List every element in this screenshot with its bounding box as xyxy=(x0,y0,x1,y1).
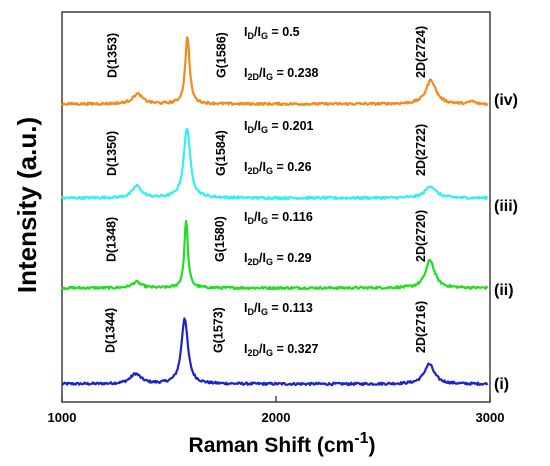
ratio-2d-g: I2D/IG = 0.29 xyxy=(244,251,312,267)
series-label: (iii) xyxy=(494,198,518,215)
peak-label: 2D(2722) xyxy=(414,124,428,176)
series-label: (i) xyxy=(494,376,509,393)
spectra xyxy=(60,36,489,387)
peak-label: D(1344) xyxy=(104,308,118,353)
spectrum-3 xyxy=(61,127,489,201)
y-axis-label: Intensity (a.u.) xyxy=(12,117,42,293)
peak-label: G(1586) xyxy=(214,32,228,78)
ratio-d-g: ID/IG = 0.113 xyxy=(244,301,313,317)
peak-label: G(1584) xyxy=(214,130,228,176)
x-axis-label: Raman Shift (cm-1) xyxy=(189,430,376,457)
peak-label: D(1350) xyxy=(105,131,119,176)
x-tick-label: 2000 xyxy=(262,410,291,425)
x-tick-label: 3000 xyxy=(476,410,505,425)
peak-label: 2D(2724) xyxy=(414,26,428,78)
ratio-2d-g: I2D/IG = 0.26 xyxy=(244,160,312,176)
peak-label: 2D(2716) xyxy=(414,301,428,353)
ratio-2d-g: I2D/IG = 0.238 xyxy=(244,66,319,82)
peak-label: G(1573) xyxy=(212,307,226,353)
axes: 1000 2000 3000 Raman Shift (cm-1) Intensity … xyxy=(12,117,504,457)
ratio-d-g: ID/IG = 0.201 xyxy=(244,119,314,135)
peak-label: G(1580) xyxy=(213,216,227,262)
series-label: (iv) xyxy=(494,92,518,109)
spectrum-2 xyxy=(60,219,489,291)
peak-label: 2D(2720) xyxy=(414,210,428,262)
spectrum-4 xyxy=(61,36,489,107)
peak-label: D(1348) xyxy=(104,217,118,262)
ratio-2d-g: I2D/IG = 0.327 xyxy=(244,342,319,358)
peak-label: D(1353) xyxy=(106,33,120,78)
ratio-d-g: ID/IG = 0.116 xyxy=(244,210,313,226)
ratio-d-g: ID/IG = 0.5 xyxy=(244,25,300,41)
spectrum-1 xyxy=(61,317,489,387)
x-tick-label: 1000 xyxy=(48,410,77,425)
annotations: D(1344) G(1573) 2D(2716) ID/IG = 0.113 I2D/I… xyxy=(104,25,518,393)
series-label: (ii) xyxy=(494,282,514,299)
